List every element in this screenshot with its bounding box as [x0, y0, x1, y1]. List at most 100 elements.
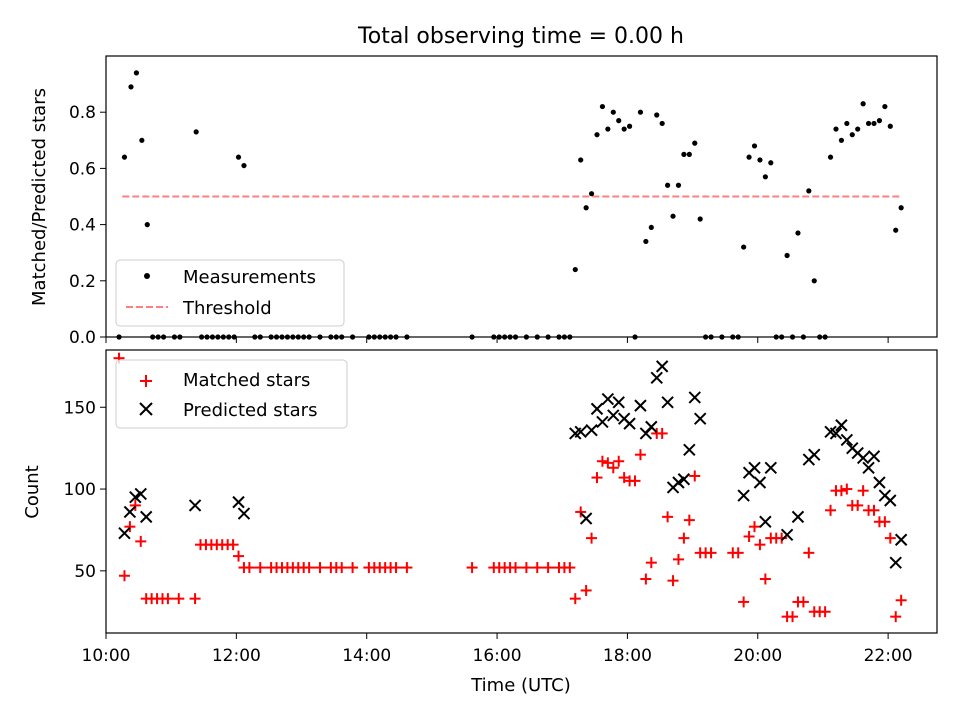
- matched-point: [591, 472, 603, 484]
- matched-point: [303, 562, 315, 574]
- measurement-point: [637, 109, 644, 115]
- measurement-point: [811, 278, 817, 284]
- measurement-point: [610, 109, 616, 115]
- top-y-tick-label: 0.6: [69, 159, 96, 179]
- x-axis-label: Time (UTC): [470, 675, 571, 696]
- measurement-point: [675, 182, 682, 188]
- predicted-point: [693, 412, 707, 425]
- measurement-point: [193, 129, 199, 135]
- matched-point: [243, 562, 255, 574]
- bottom-x-ticks: 10:00 12:00 14:00 16:00 18:00 20:00 22:00: [82, 633, 913, 666]
- predicted-point: [856, 451, 870, 465]
- matched-point: [466, 562, 478, 574]
- matched-point: [819, 606, 831, 618]
- predicted-point: [677, 473, 691, 486]
- predicted-point: [134, 487, 147, 501]
- measurement-point: [583, 205, 589, 211]
- matched-point: [162, 593, 174, 605]
- matched-point: [347, 562, 359, 574]
- measurement-point: [844, 120, 850, 127]
- matched-point: [683, 514, 695, 526]
- top-y-tick-label: 0.4: [69, 216, 96, 236]
- measurement-point: [648, 224, 654, 231]
- matched-point: [586, 532, 598, 544]
- bottom-legend-box: [115, 359, 348, 429]
- bottom-plot-frame: [105, 349, 938, 634]
- matched-point: [662, 511, 674, 523]
- measurement-point: [855, 126, 861, 132]
- measurement-point: [871, 120, 877, 127]
- predicted-point: [590, 402, 604, 416]
- legend-label-matched: Matched stars: [183, 370, 310, 391]
- matched-point: [640, 573, 652, 585]
- matched-point: [227, 539, 239, 551]
- top-y-tick-label: 0.8: [69, 103, 96, 123]
- measurement-point: [795, 230, 801, 236]
- measurement-point: [681, 151, 687, 157]
- predicted-point: [655, 360, 669, 373]
- legend-label-predicted: Predicted stars: [183, 400, 317, 421]
- matched-point: [629, 475, 641, 487]
- matched-point: [596, 455, 608, 467]
- matched-point: [336, 562, 348, 574]
- matched-point: [857, 485, 869, 497]
- measurement-point: [827, 154, 834, 160]
- predicted-point: [118, 527, 131, 540]
- x-tick-label: 10:00: [82, 646, 131, 666]
- top-legend[interactable]: Measurements Threshold: [115, 259, 345, 327]
- matched-point: [732, 547, 744, 559]
- predicted-point: [894, 533, 908, 546]
- matched-point: [852, 499, 864, 511]
- bottom-y-axis-label: Count: [22, 465, 43, 518]
- measurement-point: [697, 216, 703, 222]
- bottom-panel: 50 100 150 10:00 12:00 14:00 16:00 18:00 20:00 2…: [22, 349, 938, 696]
- predicted-point: [601, 392, 615, 406]
- matched-point: [689, 470, 701, 482]
- x-tick-label: 22:00: [864, 646, 913, 666]
- measurement-point: [121, 154, 128, 160]
- measurement-point: [887, 123, 893, 129]
- predicted-point: [683, 443, 696, 456]
- measurement-point: [133, 70, 140, 76]
- x-tick-label: 16:00: [473, 646, 522, 666]
- predicted-point: [867, 450, 881, 463]
- matched-point: [835, 485, 847, 497]
- matched-point: [531, 562, 543, 574]
- measurement-point: [865, 120, 872, 127]
- top-panel: 0.00.20.40.60.8 Matched/Predicted stars …: [29, 55, 938, 348]
- measurement-point: [762, 174, 768, 180]
- top-legend-box: [115, 259, 345, 327]
- measurement-point: [882, 103, 888, 110]
- matched-point: [825, 504, 837, 516]
- matched-point: [607, 462, 619, 474]
- predicted-point: [579, 512, 593, 525]
- predicted-point: [753, 476, 767, 489]
- bottom-legend[interactable]: Matched stars Predicted stars: [115, 359, 348, 429]
- predicted-point: [232, 495, 245, 509]
- measurement-point: [621, 126, 627, 132]
- measurement-point: [806, 188, 812, 194]
- matched-point: [868, 504, 880, 516]
- predicted-point: [139, 510, 153, 524]
- predicted-point: [737, 489, 750, 502]
- measurement-point: [235, 154, 242, 160]
- measurement-point: [692, 140, 698, 146]
- matched-point: [667, 575, 679, 587]
- matched-point: [634, 449, 646, 461]
- matched-point: [254, 562, 266, 574]
- measurement-point: [670, 213, 676, 219]
- legend-marker-matched: [140, 375, 152, 387]
- measurement-point: [572, 266, 578, 273]
- matched-point: [118, 570, 130, 582]
- matched-point: [787, 611, 799, 623]
- predicted-point: [780, 528, 794, 542]
- predicted-point: [791, 510, 805, 524]
- measurement-point: [768, 160, 774, 166]
- predicted-point: [188, 499, 202, 512]
- matched-point: [754, 539, 766, 551]
- predicted-point: [623, 417, 636, 430]
- predicted-point: [607, 409, 620, 422]
- measurement-point: [746, 154, 752, 160]
- measurement-point: [665, 182, 671, 188]
- legend-label-threshold: Threshold: [182, 298, 272, 319]
